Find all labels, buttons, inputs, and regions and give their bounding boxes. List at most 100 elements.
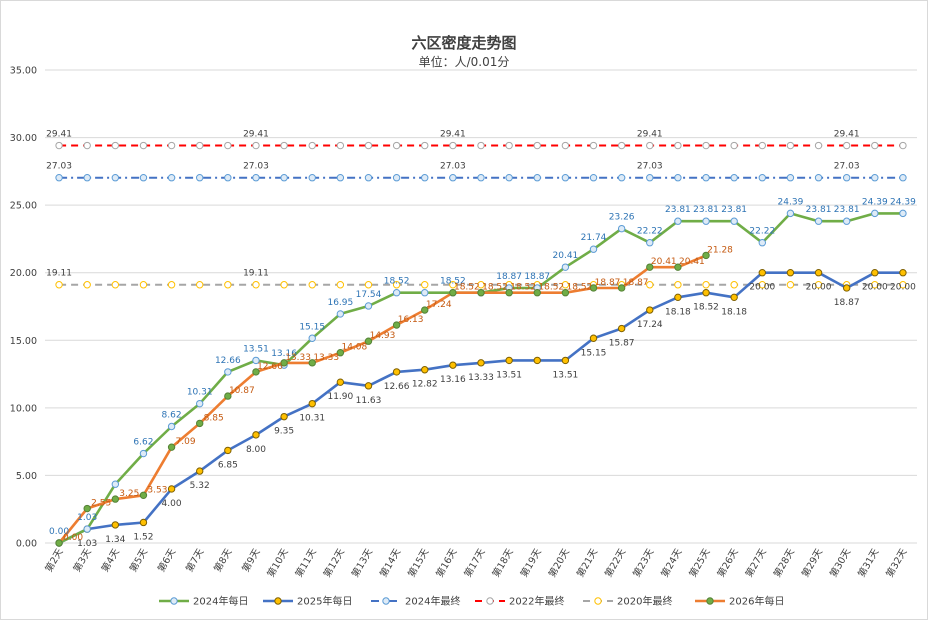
data-label: 6.85 [218, 460, 238, 470]
data-point [730, 281, 738, 289]
data-point [477, 141, 485, 150]
x-tick-label: 第9天 [240, 546, 263, 574]
data-point [111, 521, 120, 529]
data-label: 18.52 [693, 303, 719, 313]
data-point [139, 491, 148, 499]
data-label: 23.81 [721, 205, 747, 215]
data-label: 18.52 [538, 283, 564, 293]
data-label: 24.39 [890, 197, 916, 207]
data-point [336, 174, 345, 182]
legend-swatch-marker [706, 597, 714, 605]
x-tick-label: 第29天 [799, 546, 825, 579]
data-point [646, 306, 654, 314]
data-point [477, 359, 485, 367]
data-point [842, 217, 851, 225]
data-label: 8.00 [246, 445, 266, 455]
legend-swatch-marker [170, 597, 178, 605]
data-point [758, 239, 766, 247]
data-label: 5.32 [190, 481, 210, 491]
data-point [224, 392, 232, 400]
data-label: 4.00 [162, 499, 182, 509]
data-point [786, 209, 795, 218]
y-tick-label: 10.00 [10, 403, 37, 414]
data-label: 18.18 [665, 307, 691, 317]
legend-swatch-marker [594, 597, 602, 605]
x-tick-label: 第18天 [490, 546, 516, 579]
data-label: 8.85 [204, 413, 224, 423]
data-point [786, 281, 795, 289]
y-tick-label: 30.00 [10, 133, 37, 144]
data-point [421, 281, 429, 289]
data-point [533, 289, 541, 297]
data-label: 0.00 [49, 527, 69, 537]
data-label: 12.82 [412, 380, 438, 390]
data-label: 13.33 [468, 373, 494, 383]
data-point [196, 419, 204, 428]
data-label: 18.52 [567, 283, 593, 293]
data-label: 18.52 [482, 283, 508, 293]
data-point [449, 141, 457, 150]
data-point [111, 141, 120, 150]
data-point [505, 289, 513, 297]
data-point [617, 141, 626, 150]
data-point [477, 281, 485, 289]
data-point [111, 480, 120, 488]
series-layer [55, 141, 907, 547]
data-point [758, 174, 766, 182]
data-point [224, 368, 232, 376]
data-label: 0.00 [63, 533, 83, 543]
data-point [139, 518, 148, 527]
data-point [252, 431, 260, 439]
y-tick-label: 35.00 [10, 66, 37, 77]
data-point [617, 324, 626, 333]
data-point [561, 281, 570, 289]
data-label: 27.03 [243, 162, 269, 172]
data-point [392, 368, 401, 376]
data-point [336, 310, 345, 318]
legend-swatch-marker [274, 597, 282, 605]
data-label: 18.87 [834, 298, 860, 308]
data-point [252, 281, 260, 289]
x-tick-label: 第11天 [293, 546, 319, 579]
data-label: 29.41 [637, 130, 663, 140]
data-point [589, 284, 598, 292]
data-label: 22.22 [637, 227, 663, 237]
data-label: 12.66 [215, 356, 241, 366]
data-point [702, 289, 710, 297]
data-point [224, 281, 232, 289]
x-tick-label: 第3天 [71, 546, 94, 574]
data-label: 27.03 [440, 162, 466, 172]
data-point [167, 443, 176, 451]
data-label: 12.66 [257, 362, 283, 372]
data-point [336, 378, 345, 386]
data-point [308, 334, 316, 342]
x-tick-label: 第21天 [574, 546, 600, 579]
y-tick-label: 15.00 [10, 336, 37, 347]
data-point [871, 281, 879, 289]
data-point [814, 217, 823, 225]
data-point [842, 141, 851, 150]
data-label: 12.66 [384, 382, 410, 392]
data-label: 15.15 [581, 348, 607, 358]
legend-label: 2026年每日 [729, 595, 784, 608]
data-point [196, 399, 204, 408]
data-label: 27.03 [834, 162, 860, 172]
data-point [786, 174, 795, 182]
data-point [449, 281, 457, 289]
x-tick-label: 第30天 [827, 546, 853, 579]
data-point [871, 209, 879, 218]
y-tick-label: 25.00 [10, 201, 37, 212]
x-tick-label: 第5天 [127, 546, 150, 574]
data-label: 18.87 [524, 272, 550, 282]
data-point [646, 174, 654, 182]
data-label: 1.52 [133, 532, 153, 542]
data-point [449, 289, 457, 297]
data-point [421, 141, 429, 150]
data-label: 8.62 [162, 411, 182, 421]
data-point [899, 174, 907, 182]
data-point [449, 361, 457, 369]
data-point [55, 141, 63, 150]
y-axis: 0.00 5.00 10.00 15.00 20.00 25.00 30.00 35.00 [10, 66, 37, 550]
data-point [167, 422, 176, 431]
